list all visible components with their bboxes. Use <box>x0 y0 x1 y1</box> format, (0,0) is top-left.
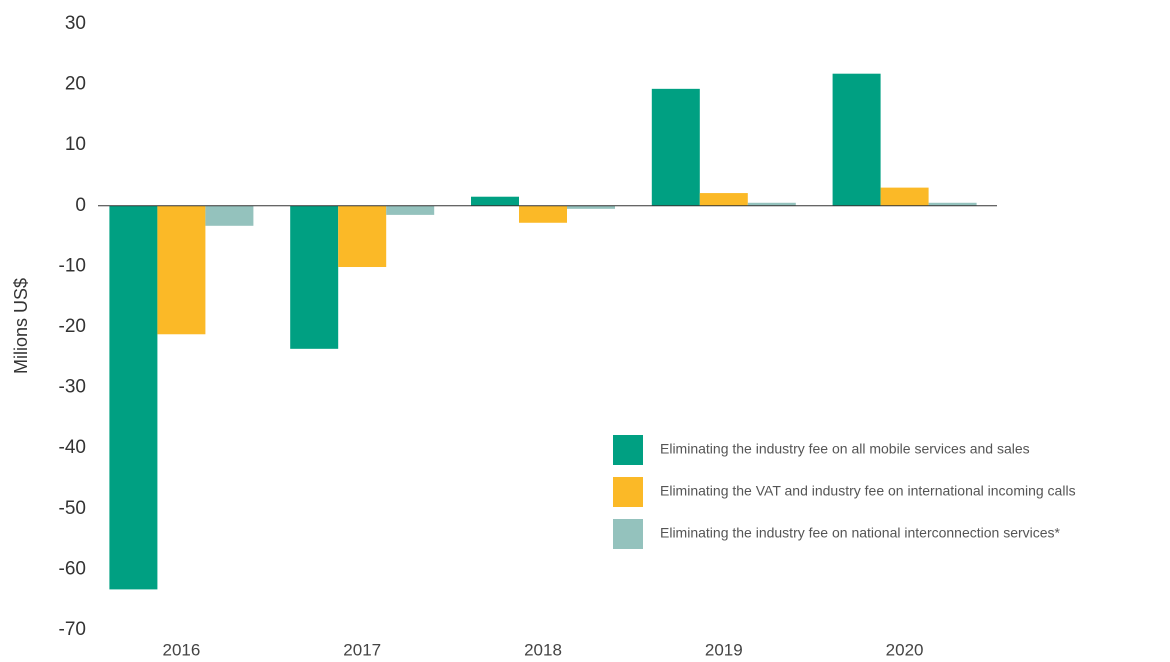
bar <box>567 205 615 209</box>
y-tick-label: 0 <box>75 195 86 216</box>
x-tick-label: 2020 <box>886 640 924 659</box>
bar <box>386 205 435 215</box>
y-tick-label: -10 <box>59 255 86 276</box>
y-tick-label: -20 <box>59 316 86 337</box>
y-tick-label: -50 <box>59 498 86 519</box>
y-tick-label: 20 <box>65 74 86 95</box>
y-tick-label: -60 <box>59 558 86 579</box>
legend-swatch <box>613 477 643 507</box>
x-tick-label: 2017 <box>343 640 381 659</box>
y-tick-label: 10 <box>65 134 86 155</box>
bar <box>832 73 881 206</box>
y-tick-label: -70 <box>59 619 86 640</box>
y-tick-label: -40 <box>59 437 86 458</box>
bar <box>519 205 567 223</box>
x-tick-label: 2016 <box>162 640 200 659</box>
bar <box>109 205 158 590</box>
legend-swatch <box>613 435 643 465</box>
legend-label: Eliminating the industry fee on all mobi… <box>660 441 1030 457</box>
y-axis-label: Milions US$ <box>11 278 31 374</box>
bar <box>651 88 700 206</box>
legend-label: Eliminating the industry fee on national… <box>660 525 1061 541</box>
y-tick-label: 30 <box>65 13 86 34</box>
y-tick-label: -30 <box>59 377 86 398</box>
bar <box>205 205 254 226</box>
legend-swatch <box>613 519 643 549</box>
bar <box>471 196 519 206</box>
x-tick-label: 2019 <box>705 640 743 659</box>
bar <box>747 202 796 206</box>
bar <box>880 187 929 206</box>
bar <box>699 193 748 206</box>
bar <box>338 205 387 268</box>
bar <box>157 205 206 335</box>
bar <box>928 202 977 206</box>
legend-label: Eliminating the VAT and industry fee on … <box>660 483 1076 499</box>
x-tick-label: 2018 <box>524 640 562 659</box>
bar <box>290 205 339 349</box>
